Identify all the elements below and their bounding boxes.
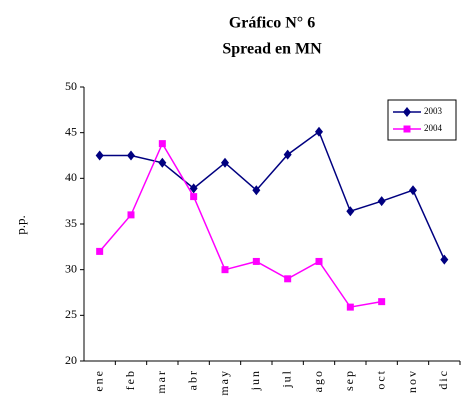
y-tick-label: 30 bbox=[65, 261, 77, 275]
point bbox=[378, 298, 386, 306]
x-tick-label: may bbox=[217, 369, 231, 396]
point bbox=[315, 257, 323, 265]
point bbox=[403, 107, 411, 117]
point bbox=[158, 157, 167, 168]
x-tick-label: sep bbox=[342, 369, 356, 391]
point bbox=[283, 149, 292, 160]
series-line bbox=[99, 141, 382, 308]
legend-box bbox=[387, 99, 457, 141]
x-tick-label: mar bbox=[154, 369, 168, 394]
y-tick-label: 45 bbox=[65, 124, 77, 138]
chart-title: Gráfico N° 6 bbox=[229, 15, 315, 32]
x-tick-label: jul bbox=[279, 369, 293, 389]
chart-subtitle: Spread en MN bbox=[222, 41, 322, 58]
series-line bbox=[99, 130, 446, 260]
y-tick-label: 50 bbox=[65, 79, 77, 93]
y-tick-label: 40 bbox=[65, 170, 77, 184]
y-tick-label: 35 bbox=[65, 216, 77, 230]
x-tick-label: abr bbox=[185, 369, 199, 390]
point bbox=[96, 247, 104, 255]
y-tick-label: 25 bbox=[65, 307, 77, 321]
legend-label: 2004 bbox=[424, 123, 443, 133]
point bbox=[403, 125, 411, 133]
point bbox=[440, 254, 449, 265]
y-axis-label: p.p. bbox=[13, 215, 28, 235]
point bbox=[95, 150, 104, 161]
point bbox=[158, 140, 166, 148]
x-tick-label: nov bbox=[405, 369, 419, 393]
x-tick-label: feb bbox=[123, 369, 137, 390]
point bbox=[127, 211, 135, 219]
point bbox=[315, 126, 323, 137]
legend-label: 2003 bbox=[424, 106, 443, 116]
x-tick-label: ene bbox=[91, 369, 105, 392]
point bbox=[252, 257, 260, 265]
point bbox=[221, 266, 229, 274]
x-tick-label: oct bbox=[373, 369, 387, 390]
point bbox=[189, 183, 198, 194]
point bbox=[346, 303, 354, 311]
point bbox=[127, 150, 135, 161]
point bbox=[221, 157, 229, 168]
x-tick-label: jun bbox=[248, 369, 262, 391]
point bbox=[409, 185, 417, 196]
point bbox=[284, 275, 292, 283]
y-tick-label: 20 bbox=[65, 353, 77, 367]
x-tick-label: ago bbox=[311, 369, 325, 392]
point bbox=[377, 196, 386, 207]
point bbox=[190, 193, 198, 201]
point bbox=[346, 206, 355, 217]
x-tick-label: dic bbox=[436, 369, 450, 390]
point bbox=[252, 185, 261, 196]
